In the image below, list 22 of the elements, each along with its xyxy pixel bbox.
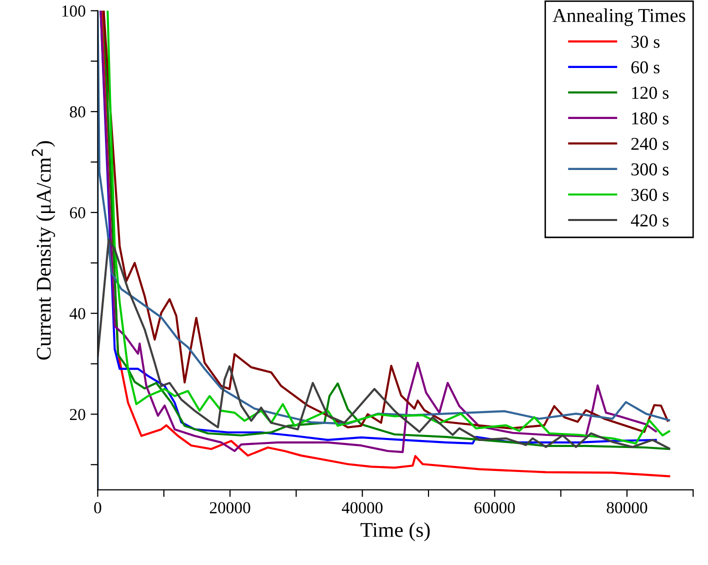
x-tick-label: 80000: [606, 502, 648, 514]
legend-label: 420 s: [630, 214, 669, 226]
x-tick-label: 60000: [474, 502, 515, 514]
legend-label: 300 s: [631, 163, 669, 176]
legend-label: 120 s: [632, 86, 669, 99]
legend-label: 240 s: [631, 138, 669, 150]
y-tick-label: 60: [70, 207, 86, 218]
legend-label: 360 s: [631, 188, 669, 201]
x-tick-label: 0: [94, 502, 102, 514]
line-series: [98, 238, 670, 450]
legend-title: Annealing Times: [552, 8, 686, 26]
legend-label: 60 s: [631, 61, 660, 74]
x-tick-label: 40000: [342, 502, 383, 514]
y-tick-label: 80: [70, 106, 86, 118]
y-tick-label: 40: [70, 308, 86, 320]
y-tick-label: 100: [62, 5, 86, 17]
x-tick-label: 20000: [210, 502, 250, 514]
y-tick-label: 20: [70, 408, 86, 420]
y-axis-title: Current Density (μA/cm$^{2}$): [32, 141, 56, 360]
legend-label: 30 s: [631, 36, 660, 48]
legend-label: 180 s: [632, 112, 669, 124]
x-axis-title: Time (s): [360, 522, 430, 542]
